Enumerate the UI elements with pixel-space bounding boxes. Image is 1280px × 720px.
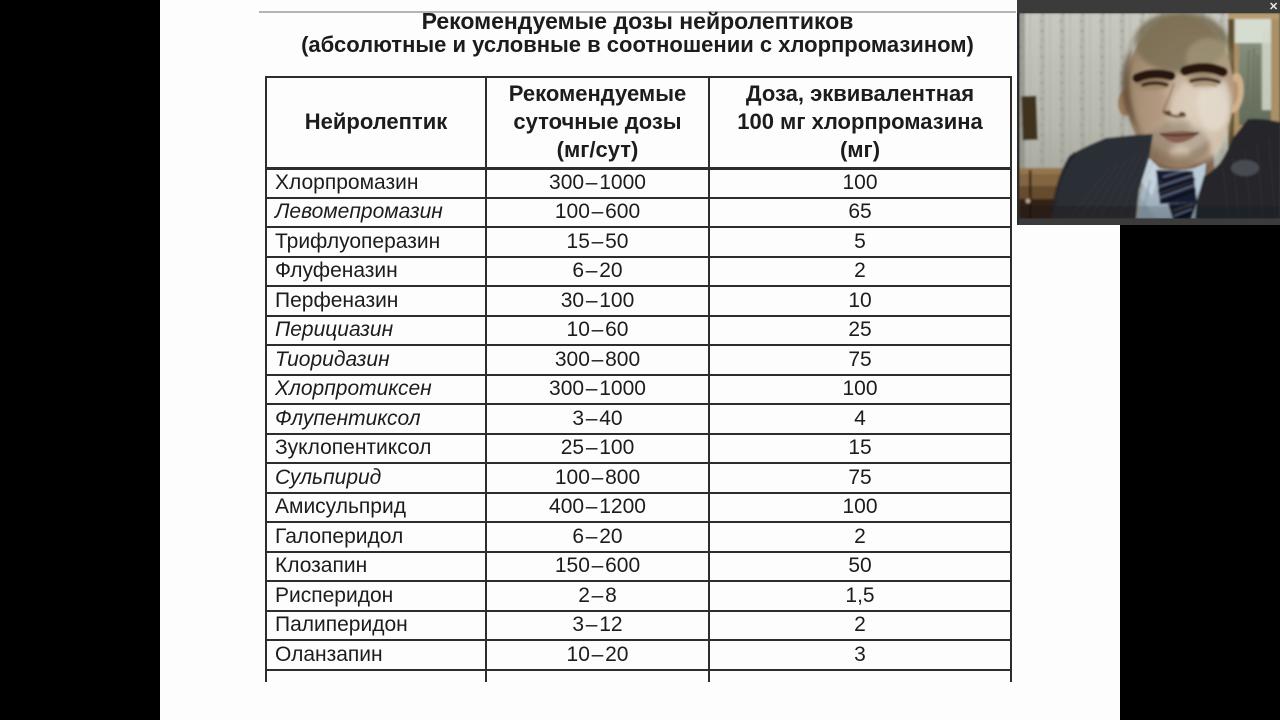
svg-text:✕: ✕ (1269, 1, 1278, 13)
